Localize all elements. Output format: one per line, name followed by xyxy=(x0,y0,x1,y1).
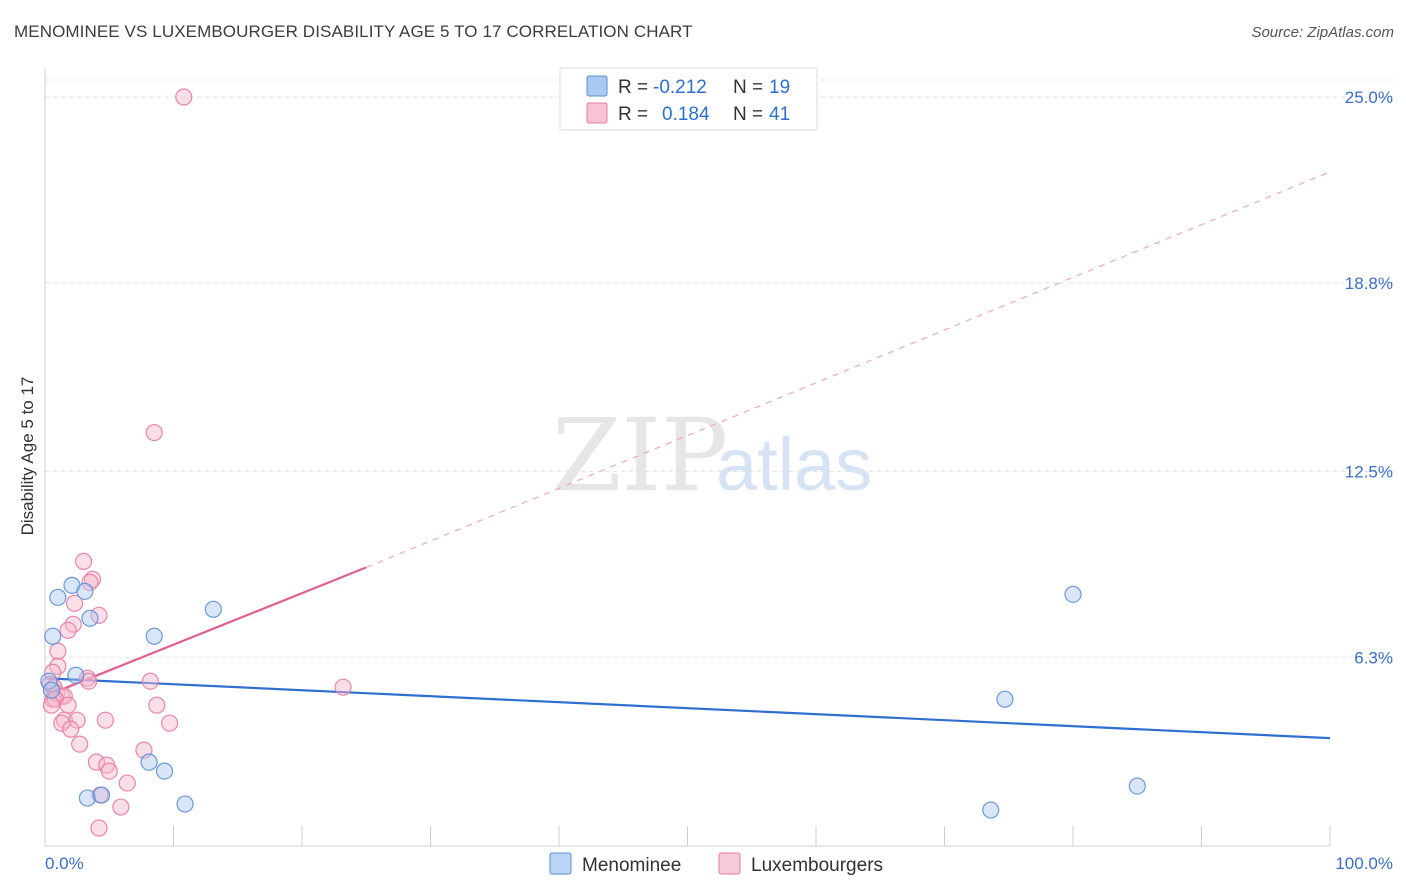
point-menominee xyxy=(140,753,158,771)
trend-lines xyxy=(44,171,1331,740)
point-menominee xyxy=(49,588,67,606)
point-menominee xyxy=(155,762,174,780)
point-menominee xyxy=(92,786,111,804)
point-luxembourgers xyxy=(55,711,73,729)
source-label: Source: ZipAtlas.com xyxy=(1251,24,1394,41)
point-luxembourgers xyxy=(42,696,61,714)
series-legend: Menominee Luxembourgers xyxy=(549,852,883,876)
legend-swatch-luxembourgers xyxy=(586,102,608,124)
bottom-legend-label-luxembourgers: Luxembourgers xyxy=(751,855,883,876)
y-tick-label: 25.0% xyxy=(1345,88,1393,107)
point-luxembourgers xyxy=(62,720,80,738)
point-menominee xyxy=(176,795,194,813)
point-menominee xyxy=(204,600,222,618)
point-menominee xyxy=(42,681,61,699)
y-tick-label: 18.8% xyxy=(1345,274,1393,293)
bottom-legend-label-menominee: Menominee xyxy=(582,855,681,876)
trend-line-luxembourgers xyxy=(44,566,367,698)
y-tick-label: 6.3% xyxy=(1354,648,1393,667)
point-menominee xyxy=(145,627,163,645)
point-luxembourgers xyxy=(59,696,77,714)
point-luxembourgers xyxy=(118,774,136,792)
point-menominee xyxy=(982,801,1000,819)
y-tick-label: 12.5% xyxy=(1345,463,1393,482)
point-luxembourgers xyxy=(74,552,93,570)
point-menominee xyxy=(78,789,97,807)
point-luxembourgers xyxy=(334,678,352,696)
legend-r-value-menominee: -0.212 xyxy=(653,77,707,98)
legend-r-label-2: R = xyxy=(618,104,648,125)
point-luxembourgers xyxy=(175,88,193,106)
legend-swatch-menominee xyxy=(586,75,608,97)
point-luxembourgers xyxy=(90,819,108,837)
correlation-legend: R = -0.212 N = 19 R = 0.184 N = 41 xyxy=(559,67,818,131)
point-luxembourgers xyxy=(141,672,159,690)
data-points xyxy=(40,88,1146,837)
point-luxembourgers xyxy=(145,423,163,442)
point-luxembourgers xyxy=(112,798,130,816)
point-menominee xyxy=(67,666,85,684)
point-luxembourgers xyxy=(49,642,67,660)
point-menominee xyxy=(44,627,62,645)
legend-n-value-menominee: 19 xyxy=(769,77,790,98)
point-menominee xyxy=(81,609,99,627)
point-menominee xyxy=(1064,585,1082,603)
point-luxembourgers xyxy=(81,573,99,591)
axes: 6.3% 12.5% 18.8% 25.0% 0.0% 100.0% xyxy=(44,68,1393,873)
x-tick-label-min: 0.0% xyxy=(45,854,84,873)
chart-title: MENOMINEE VS LUXEMBOURGER DISABILITY AGE… xyxy=(14,22,693,41)
point-luxembourgers xyxy=(53,714,71,732)
trend-line-menominee xyxy=(44,677,1331,740)
point-luxembourgers xyxy=(83,570,102,588)
point-luxembourgers xyxy=(87,753,106,771)
bottom-legend-swatch-luxembourgers xyxy=(718,852,741,875)
point-luxembourgers xyxy=(65,594,84,612)
legend-n-label-2: N = xyxy=(733,104,763,125)
point-luxembourgers xyxy=(100,762,118,780)
legend-n-label-1: N = xyxy=(733,77,763,98)
trend-line-luxembourgers-extended xyxy=(366,171,1331,568)
point-luxembourgers xyxy=(59,621,77,639)
point-luxembourgers xyxy=(161,714,179,732)
watermark-atlas: atlas xyxy=(716,423,872,506)
watermark-zip: ZIP xyxy=(552,397,728,514)
y-axis-label: Disability Age 5 to 17 xyxy=(18,377,37,536)
point-luxembourgers xyxy=(71,735,89,753)
bottom-legend-swatch-menominee xyxy=(549,852,572,875)
point-menominee xyxy=(1128,777,1146,795)
point-luxembourgers xyxy=(96,711,114,729)
legend-r-value-luxembourgers: 0.184 xyxy=(662,104,710,125)
legend-n-value-luxembourgers: 41 xyxy=(769,104,790,125)
point-luxembourgers xyxy=(148,696,166,714)
legend-r-label-1: R = xyxy=(618,77,648,98)
x-tick-label-max: 100.0% xyxy=(1335,854,1393,873)
point-menominee xyxy=(76,582,94,600)
gridlines xyxy=(45,79,1393,658)
point-menominee xyxy=(996,690,1014,708)
